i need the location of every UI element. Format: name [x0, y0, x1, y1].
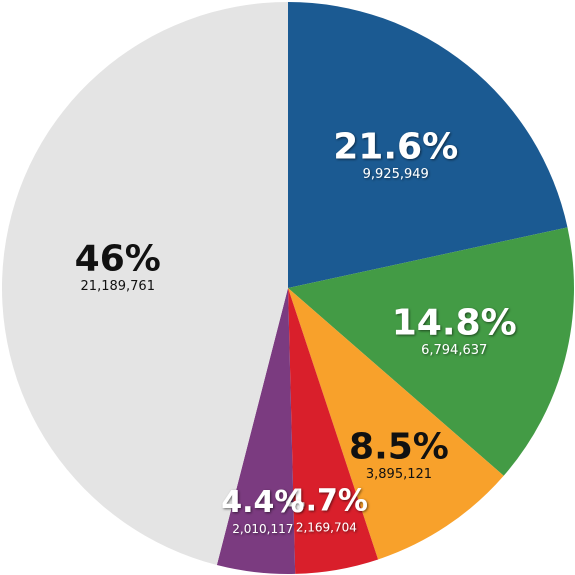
value-label: 4.4% [221, 485, 304, 520]
count-label: 2,010,117 [232, 522, 293, 536]
pie-slice [288, 288, 379, 574]
value-label: 4.7% [285, 483, 368, 518]
count-label: 9,925,949 [363, 167, 429, 182]
value-label: 14.8% [392, 303, 517, 344]
pie-slice [2, 2, 288, 566]
value-label: 21.6% [333, 126, 458, 167]
count-label: 3,895,121 [366, 467, 432, 482]
value-label: 46% [75, 238, 161, 279]
pie-slice [288, 288, 504, 560]
count-label: 21,189,761 [81, 279, 155, 294]
count-label: 6,794,637 [421, 343, 487, 358]
pie-slice [288, 227, 574, 476]
pie-slice [288, 2, 568, 288]
count-label: 2,169,704 [296, 520, 357, 534]
value-label: 8.5% [349, 427, 449, 468]
pie-slice [216, 288, 296, 574]
